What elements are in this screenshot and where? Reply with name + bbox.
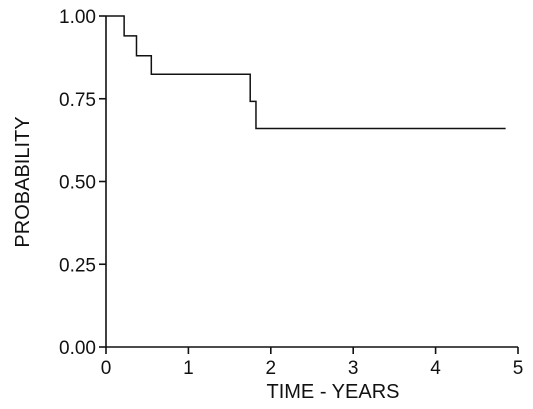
y-tick-label: 0.00 (59, 338, 96, 359)
y-tick-label: 0.50 (59, 173, 96, 194)
y-tick-label: 1.00 (59, 7, 96, 28)
x-axis: 0 1 2 3 4 5 (101, 346, 524, 379)
x-axis-label: TIME - YEARS (267, 381, 400, 403)
x-tick-label: 4 (430, 358, 441, 379)
x-tick-label: 5 (513, 358, 524, 379)
y-tick-label: 0.75 (59, 90, 96, 111)
y-tick-label: 0.25 (59, 255, 96, 276)
x-tick-label: 3 (348, 358, 359, 379)
survival-step-line (106, 15, 506, 130)
x-tick-label: 2 (266, 358, 277, 379)
x-tick-label: 1 (183, 358, 194, 379)
y-axis-label: PROBABILITY (12, 116, 34, 247)
plot-area (106, 15, 506, 130)
y-axis: 0.00 0.25 0.50 0.75 1.00 (59, 7, 107, 359)
x-tick-label: 0 (101, 358, 112, 379)
